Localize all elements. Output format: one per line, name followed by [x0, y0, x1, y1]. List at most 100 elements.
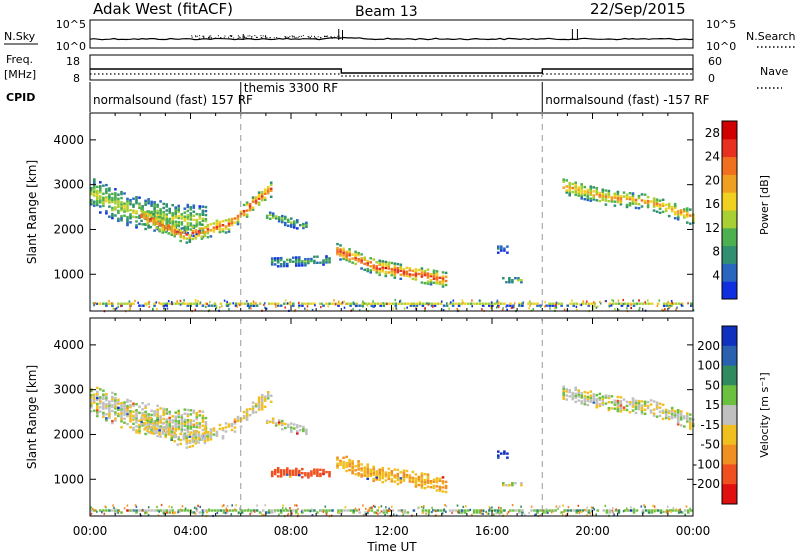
echo-cell [180, 217, 184, 220]
echo-cell [629, 509, 633, 512]
echo-cell [273, 509, 277, 512]
echo-cell [619, 195, 623, 198]
velocity-frame [89, 317, 694, 517]
noise-cell [497, 506, 500, 509]
echo-cell [316, 255, 319, 258]
echo-cell [111, 216, 114, 220]
echo-cell [598, 195, 602, 199]
echo-cell [158, 228, 161, 231]
echo-cell [216, 509, 220, 512]
echo-cell [198, 422, 202, 425]
echo-cell [279, 511, 283, 514]
noise-cell [250, 307, 252, 310]
noise-cell [493, 513, 495, 516]
echo-cell [405, 469, 409, 473]
echo-cell [105, 399, 108, 402]
echo-cell [658, 203, 662, 206]
echo-cell [174, 419, 177, 422]
echo-cell [174, 429, 177, 432]
noise-cell [501, 308, 504, 312]
echo-cell [664, 207, 668, 211]
echo-cell [604, 203, 608, 206]
noise-cell [486, 512, 488, 515]
echo-cell [339, 244, 342, 247]
echo-cell [129, 221, 132, 224]
noise-cell [274, 510, 276, 513]
echo-cell [435, 479, 439, 482]
echo-cell [643, 412, 647, 415]
echo-cell [114, 188, 117, 191]
nsearch-dot [237, 37, 239, 39]
echo-cell [108, 414, 111, 417]
echo-cell [411, 277, 415, 281]
echo-cell [354, 258, 357, 262]
echo-cell [195, 302, 199, 305]
echo-cell [307, 257, 310, 261]
echo-cell [102, 200, 105, 203]
echo-cell [384, 274, 388, 278]
noise-cell [197, 299, 199, 302]
echo-cell [637, 194, 641, 198]
echo-cell [683, 210, 686, 213]
echo-cell [677, 509, 681, 512]
echo-cell [608, 509, 612, 512]
echo-cell [162, 302, 165, 305]
echo-cell [339, 459, 342, 462]
nsearch-dot [256, 36, 258, 38]
echo-cell [363, 470, 366, 473]
echo-cell [423, 478, 427, 482]
echo-cell [577, 389, 580, 392]
noise-cell [427, 513, 430, 517]
echo-cell [255, 304, 259, 307]
echo-cell [646, 205, 650, 209]
echo-cell [676, 411, 680, 414]
echo-cell [143, 428, 146, 431]
echo-cell [649, 200, 653, 203]
echo-cell [191, 225, 195, 229]
echo-cell [108, 408, 111, 411]
noise-cell [542, 510, 545, 514]
echo-cell [363, 472, 366, 475]
echo-cell [289, 509, 292, 512]
noise-cell [419, 300, 421, 304]
echo-cell [628, 196, 632, 199]
noise-cell [471, 513, 473, 516]
nsearch-dot [265, 36, 267, 37]
echo-cell [159, 425, 162, 428]
echo-cell [520, 281, 523, 284]
echo-cell [634, 198, 638, 202]
echo-cell [301, 304, 304, 307]
noise-cell [522, 301, 525, 304]
echo-cell [689, 419, 692, 422]
echo-cell [206, 231, 210, 235]
echo-cell [221, 427, 225, 430]
echo-cell [378, 476, 381, 479]
noise-cell [377, 512, 379, 516]
echo-cell [129, 213, 132, 216]
noise-cell [287, 512, 290, 515]
echo-cell [319, 474, 322, 478]
echo-cell [396, 472, 400, 476]
noise-cell [137, 301, 139, 304]
echo-cell [209, 235, 213, 238]
noise-cell [665, 510, 667, 513]
noise-cell [306, 305, 309, 308]
echo-cell [276, 467, 280, 470]
echo-cell [143, 416, 146, 419]
noise-cell [461, 303, 464, 306]
echo-cell [387, 267, 391, 270]
echo-cell [177, 438, 180, 441]
echo-cell [186, 422, 190, 426]
echo-cell [631, 194, 635, 197]
echo-cell [348, 458, 351, 462]
echo-cell [592, 190, 596, 193]
echo-cell [171, 429, 174, 432]
echo-cell [408, 476, 412, 479]
echo-cell [248, 209, 252, 212]
echo-cell [203, 437, 207, 441]
echo-cell [183, 207, 187, 210]
echo-cell [153, 412, 156, 415]
echo-cell [328, 302, 331, 305]
echo-cell [219, 302, 223, 305]
